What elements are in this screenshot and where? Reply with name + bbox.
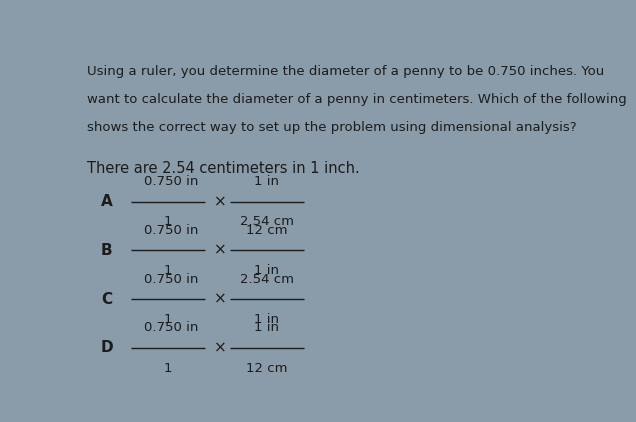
Text: 2.54 cm: 2.54 cm (240, 215, 294, 228)
Text: 1: 1 (164, 362, 172, 375)
Text: shows the correct way to set up the problem using dimensional analysis?: shows the correct way to set up the prob… (87, 121, 576, 133)
Text: There are 2.54 centimeters in 1 inch.: There are 2.54 centimeters in 1 inch. (87, 161, 359, 176)
Text: C: C (101, 292, 112, 307)
Text: 0.750 in: 0.750 in (144, 175, 198, 188)
Text: 0.750 in: 0.750 in (144, 321, 198, 334)
Text: D: D (100, 341, 113, 355)
Text: B: B (100, 243, 113, 258)
Text: 2.54 cm: 2.54 cm (240, 273, 294, 286)
Text: ×: × (214, 341, 226, 355)
Text: 1 in: 1 in (254, 321, 279, 334)
Text: 1: 1 (164, 313, 172, 326)
Text: 0.750 in: 0.750 in (144, 273, 198, 286)
Text: A: A (100, 194, 113, 209)
Text: 1 in: 1 in (254, 313, 279, 326)
Text: 12 cm: 12 cm (246, 362, 287, 375)
Text: 1: 1 (164, 264, 172, 277)
Text: ×: × (214, 243, 226, 258)
Text: 1 in: 1 in (254, 175, 279, 188)
Text: want to calculate the diameter of a penny in centimeters. Which of the following: want to calculate the diameter of a penn… (87, 93, 626, 106)
Text: ×: × (214, 292, 226, 307)
Text: 12 cm: 12 cm (246, 224, 287, 237)
Text: Using a ruler, you determine the diameter of a penny to be 0.750 inches. You: Using a ruler, you determine the diamete… (87, 65, 604, 78)
Text: 1: 1 (164, 215, 172, 228)
Text: 1 in: 1 in (254, 264, 279, 277)
Text: ×: × (214, 194, 226, 209)
Text: 0.750 in: 0.750 in (144, 224, 198, 237)
